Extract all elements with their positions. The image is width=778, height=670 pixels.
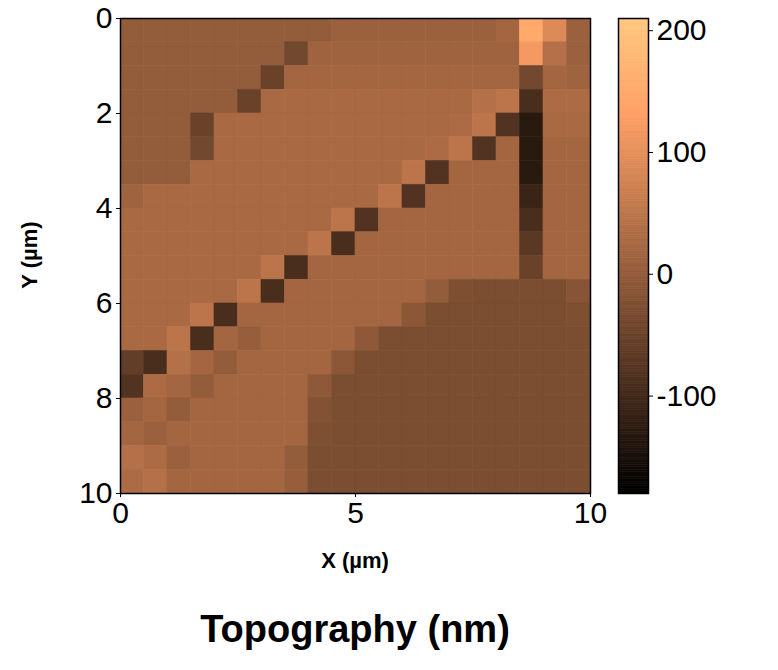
svg-text:4: 4: [96, 191, 113, 224]
svg-text:10: 10: [574, 496, 607, 529]
svg-text:0: 0: [96, 1, 113, 34]
svg-text:-100: -100: [657, 379, 717, 412]
svg-text:2: 2: [96, 96, 113, 129]
html-text:Topography (nm): Topography (nm): [200, 608, 510, 650]
svg-text:8: 8: [96, 381, 113, 414]
svg-text:0: 0: [657, 257, 674, 290]
html-text:X (µm): X (µm): [321, 548, 389, 573]
svg-text:5: 5: [347, 496, 364, 529]
svg-text:100: 100: [657, 135, 707, 168]
svg-text:0: 0: [112, 496, 129, 529]
svg-text:200: 200: [657, 13, 707, 46]
svg-text:10: 10: [79, 476, 112, 509]
svg-text:6: 6: [96, 286, 113, 319]
html-text:Y (µm): Y (µm): [17, 221, 42, 289]
